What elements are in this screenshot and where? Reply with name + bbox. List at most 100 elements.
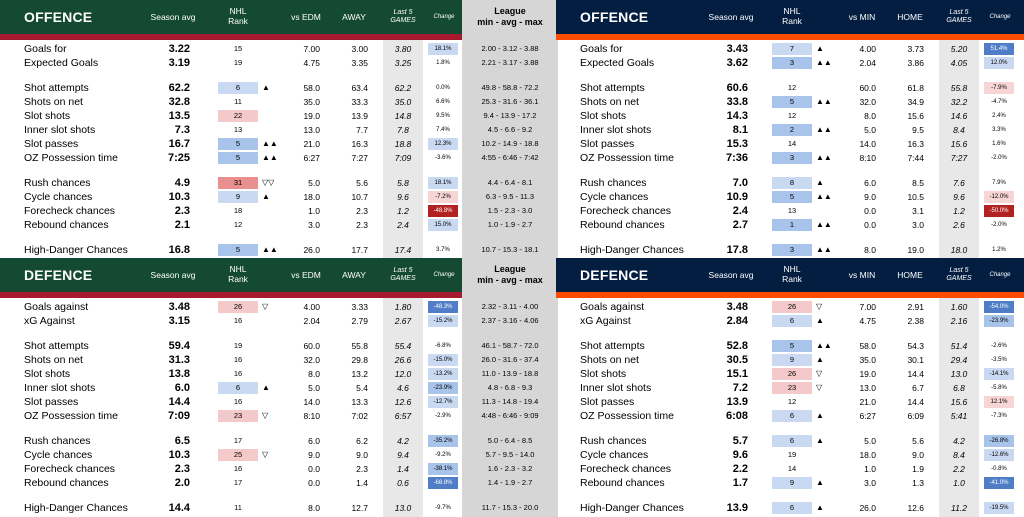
stat-row: Rush chances 5.7 6 ▲ 5.0 5.6 4.2 -26.8% bbox=[556, 434, 1024, 448]
stat-label: Slot passes bbox=[580, 396, 635, 408]
vs-opponent-value: 35.0 bbox=[303, 97, 320, 107]
season-avg-value: 3.15 bbox=[168, 315, 190, 327]
season-avg-value: 33.8 bbox=[726, 96, 748, 108]
rank-trend-arrows: ▲ bbox=[262, 83, 270, 92]
nhl-rank-value: 17 bbox=[233, 436, 243, 445]
season-avg-value: 3.43 bbox=[726, 43, 748, 55]
stat-label: Rebound chances bbox=[580, 477, 665, 489]
nhl-rank-value: 6 bbox=[772, 502, 812, 514]
vs-opponent-value: 21.0 bbox=[859, 397, 876, 407]
stat-row: Slot shots 14.3 12 8.0 15.6 14.6 2.4% bbox=[556, 109, 1024, 123]
nhl-rank-value: 5 bbox=[772, 191, 812, 203]
league-range-value: 5.7 - 9.5 - 14.0 bbox=[485, 450, 535, 459]
location-value: 63.4 bbox=[351, 83, 368, 93]
season-avg-value: 3.48 bbox=[726, 301, 748, 313]
stat-row: Slot shots 13.5 22 19.0 13.9 14.8 9.5% 9.4 - 13… bbox=[0, 109, 560, 123]
nhl-rank-header: NHL Rank bbox=[228, 264, 248, 284]
location-value: 5.6 bbox=[912, 436, 924, 446]
last5-value: 1.2 bbox=[953, 206, 965, 216]
nhl-rank-value: 26 bbox=[218, 301, 258, 313]
change-value: -2.0% bbox=[991, 155, 1007, 161]
nhl-rank-value: 19 bbox=[233, 58, 243, 67]
nhl-rank-value: 9 bbox=[772, 477, 812, 489]
section-title: DEFENCE bbox=[24, 267, 93, 283]
vs-opponent-value: 13.0 bbox=[859, 383, 876, 393]
location-value: 15.6 bbox=[907, 111, 924, 121]
stat-row: Rebound chances 2.0 17 0.0 1.4 0.6 -68.8% 1.4 -… bbox=[0, 476, 560, 490]
vs-opponent-header: vs MIN bbox=[848, 270, 876, 280]
nhl-rank-value: 26 bbox=[772, 368, 812, 380]
last5-value: 5:41 bbox=[950, 411, 968, 421]
rank-trend-arrows: ▲ bbox=[262, 192, 270, 201]
last5-value: 1.80 bbox=[394, 302, 412, 312]
last5-header: Last 5 GAMES bbox=[390, 9, 416, 24]
season-avg-value: 30.5 bbox=[726, 354, 748, 366]
league-range-value: 4.5 - 6.6 - 9.2 bbox=[487, 125, 533, 134]
location-value: 54.3 bbox=[907, 341, 924, 351]
vs-opponent-value: 9.0 bbox=[308, 450, 320, 460]
rank-trend-arrows: ▲ bbox=[816, 411, 824, 420]
location-value: 29.8 bbox=[351, 355, 368, 365]
rank-trend-arrows: ▲ bbox=[262, 383, 270, 392]
location-value: 6:09 bbox=[907, 411, 924, 421]
last5-value: 55.8 bbox=[950, 83, 968, 93]
stat-label: OZ Possession time bbox=[580, 152, 674, 164]
league-range-value: 2.21 - 3.17 - 3.88 bbox=[481, 58, 539, 67]
rank-trend-arrows: ▲▲ bbox=[816, 58, 832, 67]
last5-value: 9.6 bbox=[953, 192, 965, 202]
nhl-rank-value: 5 bbox=[218, 244, 258, 256]
opp-offence-header: OFFENCE Season avg NHL Rank vs MIN HOME Last … bbox=[556, 0, 1024, 34]
season-avg-value: 3.22 bbox=[168, 43, 190, 55]
season-avg-value: 2.1 bbox=[174, 219, 190, 231]
vs-opponent-value: 19.0 bbox=[303, 111, 320, 121]
nhl-rank-value: 16 bbox=[233, 355, 243, 364]
wild-defence-header: DEFENCE Season avg NHL Rank vs EDM AWAY Last … bbox=[0, 258, 462, 292]
location-value: 10.7 bbox=[351, 192, 368, 202]
stat-label: High-Danger Chances bbox=[24, 244, 128, 256]
vs-opponent-value: 4.75 bbox=[859, 316, 876, 326]
vs-opponent-value: 8.0 bbox=[864, 111, 876, 121]
last5-value: 9.6 bbox=[397, 192, 409, 202]
vs-opponent-value: 6:27 bbox=[859, 411, 876, 421]
vs-opponent-value: 8:10 bbox=[859, 153, 876, 163]
nhl-rank-value: 22 bbox=[218, 110, 258, 122]
vs-opponent-value: 0.0 bbox=[864, 206, 876, 216]
nhl-rank-value: 16 bbox=[233, 316, 243, 325]
nhl-rank-value: 16 bbox=[233, 369, 243, 378]
change-header: Change bbox=[989, 14, 1011, 20]
last5-value: 14.8 bbox=[394, 111, 412, 121]
vs-opponent-value: 13.0 bbox=[303, 125, 320, 135]
season-avg-value: 59.4 bbox=[168, 340, 190, 352]
season-avg-value: 3.48 bbox=[168, 301, 190, 313]
last5-header: Last 5 GAMES bbox=[946, 267, 972, 282]
league-range-value: 10.7 - 15.3 - 18.1 bbox=[481, 245, 539, 254]
location-value: 34.9 bbox=[907, 97, 924, 107]
league-range-value: 2.32 - 3.11 - 4.00 bbox=[481, 302, 539, 311]
vs-opponent-value: 5.0 bbox=[864, 125, 876, 135]
nhl-rank-value: 23 bbox=[218, 410, 258, 422]
change-value: -50.0% bbox=[984, 205, 1014, 217]
change-value: 51.4% bbox=[984, 43, 1014, 55]
nhl-rank-value: 17 bbox=[233, 478, 243, 487]
nhl-rank-value: 15 bbox=[233, 44, 243, 53]
stat-label: Forecheck chances bbox=[580, 463, 672, 475]
season-avg-value: 2.2 bbox=[732, 463, 748, 475]
league-range-value: 1.4 - 1.9 - 2.7 bbox=[487, 478, 533, 487]
season-avg-value: 1.7 bbox=[732, 477, 748, 489]
rank-trend-arrows: ▲ bbox=[816, 44, 824, 53]
vs-opponent-value: 5.0 bbox=[864, 436, 876, 446]
change-value: 1.6% bbox=[992, 141, 1006, 147]
last5-value: 18.8 bbox=[394, 139, 412, 149]
rank-trend-arrows: ▽ bbox=[262, 450, 269, 459]
last5-value: 1.4 bbox=[397, 464, 409, 474]
location-value: 5.6 bbox=[356, 178, 368, 188]
location-value: 7:02 bbox=[351, 411, 368, 421]
season-avg-header: Season avg bbox=[150, 270, 196, 280]
stat-row: High-Danger Chances 14.4 11 8.0 12.7 13.0 -9.7… bbox=[0, 501, 560, 515]
vs-opponent-value: 21.0 bbox=[303, 139, 320, 149]
last5-value: 11.2 bbox=[951, 503, 967, 513]
last5-value: 1.60 bbox=[950, 302, 968, 312]
last5-value: 0.6 bbox=[397, 478, 409, 488]
season-avg-value: 32.8 bbox=[168, 96, 190, 108]
rank-trend-arrows: ▲ bbox=[816, 355, 824, 364]
